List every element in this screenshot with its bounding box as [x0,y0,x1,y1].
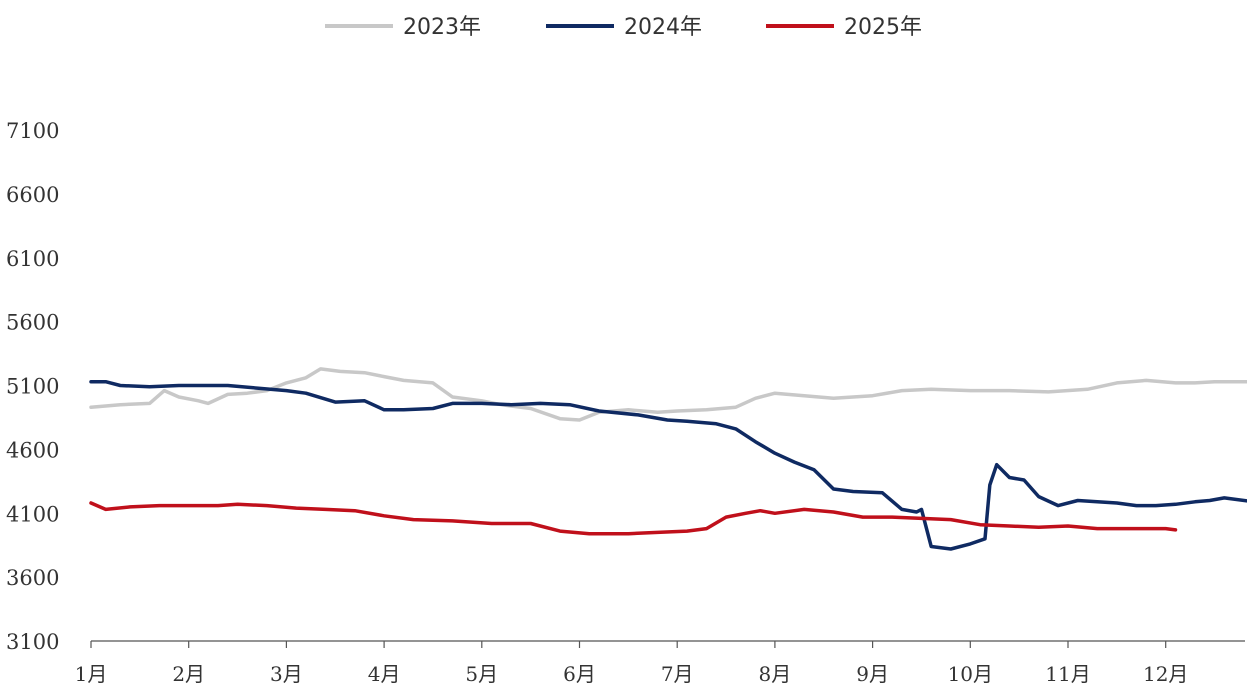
x-tick-label: 5月 [465,662,498,686]
x-tick-label: 7月 [661,662,694,686]
y-tick-label: 4100 [6,502,59,526]
y-tick-label: 5600 [6,311,59,335]
legend: 2023年 2024年 2025年 [325,15,922,40]
legend-label: 2023年 [403,15,481,40]
x-tick-label: 11月 [1045,662,1090,686]
series-line-2023年 [89,367,1247,422]
y-axis-ticks: 3100 3600 4100 4600 5100 5600 6100 6600 7100 [6,119,59,654]
series-line-2024年 [89,379,1247,551]
legend-label: 2025年 [844,15,922,40]
x-tick-label: 12月 [1143,662,1188,686]
x-tick-label: 3月 [270,662,303,686]
y-tick-label: 3100 [6,630,59,654]
legend-label: 2024年 [624,15,702,40]
x-axis: 1月 2月 3月 4月 5月 6月 7月 8月 9月 10月 11月 12月 [75,640,1245,686]
series-lines [89,367,1247,551]
x-tick-label: 8月 [759,662,792,686]
y-tick-label: 6600 [6,183,59,207]
series-line-2025年 [89,501,1178,536]
x-tick-label: 9月 [856,662,889,686]
x-tick-label: 2月 [172,662,205,686]
x-tick-label: 1月 [75,662,108,686]
x-tick-label: 4月 [368,662,401,686]
y-tick-label: 6100 [6,247,59,271]
x-tick-label: 6月 [563,662,596,686]
y-tick-label: 3600 [6,566,59,590]
y-tick-label: 7100 [6,119,59,143]
y-tick-label: 4600 [6,438,59,462]
x-tick-label: 10月 [948,662,993,686]
y-tick-label: 5100 [6,375,59,399]
